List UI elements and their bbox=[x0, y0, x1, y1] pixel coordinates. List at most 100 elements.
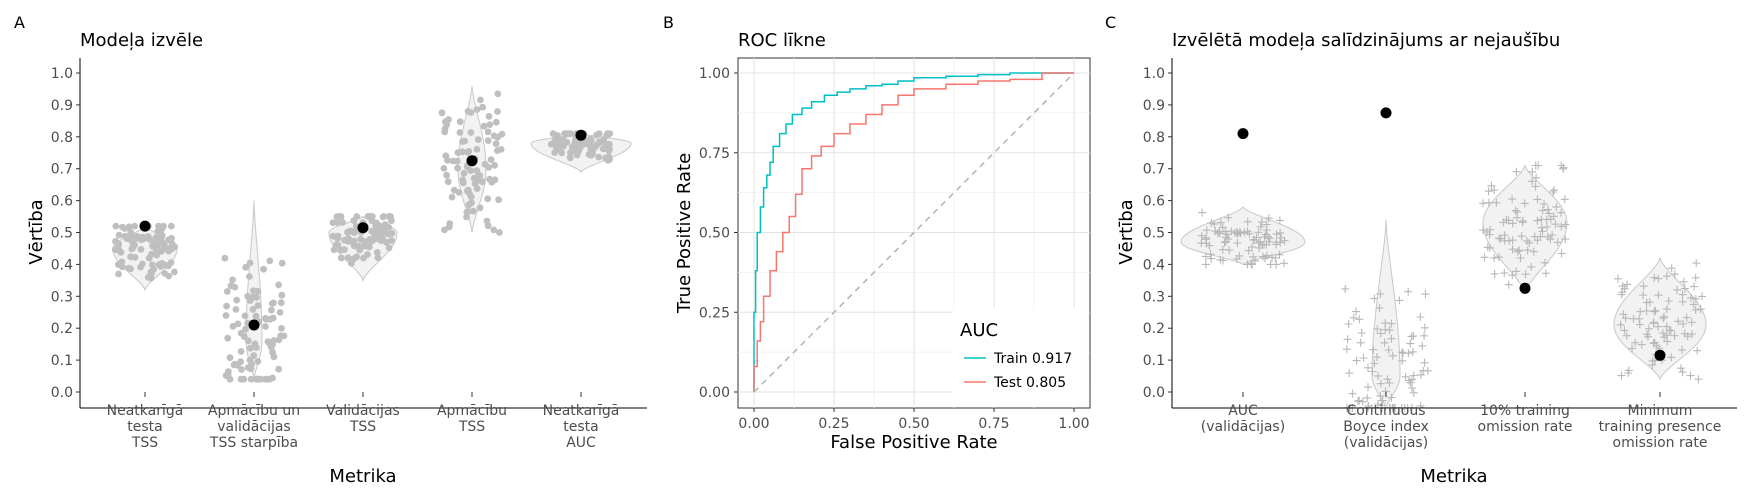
data-point bbox=[1262, 251, 1271, 260]
data-point bbox=[246, 344, 254, 352]
data-point bbox=[1665, 326, 1674, 335]
data-point bbox=[1479, 226, 1488, 235]
data-point bbox=[1257, 218, 1266, 226]
data-point bbox=[566, 130, 573, 138]
data-point bbox=[1202, 226, 1211, 235]
data-point bbox=[1373, 353, 1381, 362]
data-point bbox=[495, 196, 502, 204]
data-point bbox=[162, 262, 170, 269]
data-point bbox=[128, 245, 136, 253]
data-point bbox=[1520, 199, 1529, 208]
data-point bbox=[139, 260, 146, 268]
y-tick-label: 0.3 bbox=[51, 289, 73, 305]
x-tick-label-line: Neatkarīgā bbox=[543, 403, 620, 419]
x-tick-label: 0.25 bbox=[818, 416, 849, 432]
data-point bbox=[1523, 246, 1532, 255]
data-point bbox=[1660, 333, 1669, 342]
data-point bbox=[1483, 243, 1492, 252]
data-point bbox=[1387, 393, 1396, 402]
data-point bbox=[1557, 222, 1566, 231]
data-point bbox=[1384, 346, 1393, 354]
data-point bbox=[1198, 208, 1207, 217]
data-point bbox=[222, 372, 230, 379]
data-point bbox=[1258, 241, 1267, 250]
data-point bbox=[1622, 331, 1631, 340]
data-point bbox=[1268, 253, 1276, 262]
data-point bbox=[1276, 238, 1285, 247]
data-point bbox=[229, 276, 237, 284]
data-point bbox=[1345, 369, 1354, 378]
data-point bbox=[223, 302, 231, 310]
data-point bbox=[347, 227, 355, 235]
data-point bbox=[246, 273, 253, 280]
data-point bbox=[467, 129, 475, 136]
x-tick-label-line: (validācijas) bbox=[1201, 419, 1285, 435]
data-point bbox=[444, 157, 451, 164]
data-point bbox=[1380, 338, 1389, 347]
data-point bbox=[487, 156, 495, 164]
data-point bbox=[1344, 320, 1353, 328]
data-point bbox=[444, 178, 452, 186]
y-tick-label: 0.9 bbox=[1143, 98, 1165, 114]
data-point bbox=[459, 176, 467, 184]
data-point bbox=[1679, 277, 1688, 286]
data-point bbox=[1531, 161, 1540, 170]
y-tick-label: 0.1 bbox=[1143, 353, 1165, 369]
data-point bbox=[354, 243, 362, 251]
data-point bbox=[240, 375, 248, 383]
data-point bbox=[250, 293, 257, 301]
data-point bbox=[254, 358, 262, 365]
x-tick-label: 0.00 bbox=[738, 416, 769, 432]
data-point bbox=[1561, 235, 1570, 244]
data-point bbox=[1272, 240, 1281, 249]
y-tick-label: 0.2 bbox=[51, 321, 73, 337]
data-point bbox=[1504, 216, 1513, 225]
data-point bbox=[1376, 392, 1385, 401]
data-point bbox=[596, 138, 604, 146]
data-point bbox=[1197, 231, 1206, 240]
data-point bbox=[1272, 230, 1281, 239]
data-point bbox=[1409, 371, 1418, 380]
data-point bbox=[1216, 218, 1225, 227]
data-point bbox=[270, 337, 278, 344]
data-point bbox=[1407, 332, 1416, 341]
data-point bbox=[1218, 245, 1227, 254]
x-tick-label: 0.50 bbox=[898, 416, 929, 432]
data-point bbox=[1691, 306, 1700, 314]
panel-a-x-axis-title: Metrika bbox=[329, 466, 396, 487]
legend-label-train: Train 0.917 bbox=[993, 351, 1072, 367]
data-point bbox=[373, 249, 381, 256]
y-tick-label: 0.5 bbox=[51, 226, 73, 242]
data-point bbox=[442, 118, 449, 125]
data-point bbox=[454, 164, 461, 172]
selected-model-point bbox=[575, 129, 587, 141]
data-point bbox=[1521, 270, 1530, 279]
data-point bbox=[1364, 383, 1372, 392]
data-point bbox=[244, 337, 252, 345]
data-point bbox=[1220, 238, 1229, 247]
data-point bbox=[1354, 397, 1362, 406]
data-point bbox=[480, 122, 488, 130]
data-point bbox=[1480, 253, 1489, 262]
data-point bbox=[377, 237, 385, 245]
data-point bbox=[1223, 230, 1232, 239]
data-point bbox=[492, 140, 500, 148]
data-point bbox=[1617, 371, 1626, 380]
data-point bbox=[1678, 345, 1686, 354]
selected-model-point bbox=[1654, 349, 1666, 361]
data-point bbox=[1692, 259, 1701, 268]
legend-box bbox=[952, 308, 1088, 406]
data-point bbox=[1376, 379, 1385, 388]
data-point bbox=[226, 354, 234, 362]
data-point bbox=[1693, 346, 1702, 355]
data-point bbox=[1543, 223, 1551, 231]
selected-model-point bbox=[248, 319, 260, 331]
x-tick-label: Neatkarīgā testa TSS bbox=[107, 403, 184, 451]
data-point bbox=[241, 312, 249, 320]
data-point bbox=[1687, 318, 1696, 327]
selected-model-point bbox=[357, 222, 369, 234]
data-point bbox=[252, 312, 260, 320]
data-point bbox=[130, 236, 138, 244]
x-tick-label-line: testa bbox=[563, 419, 598, 435]
